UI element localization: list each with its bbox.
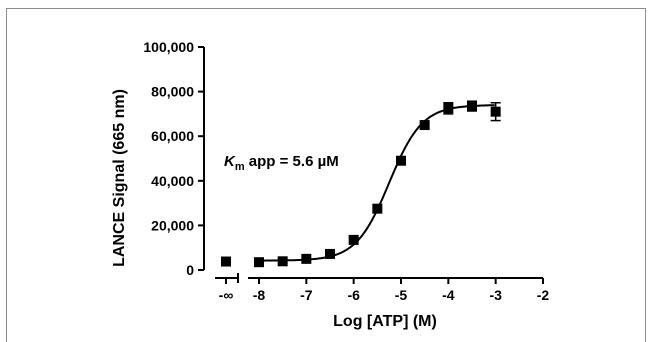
data-point [490,106,501,117]
data-point [467,101,477,112]
x-axis-title: Log [ATP] (M) [333,313,437,330]
data-point [419,120,430,131]
data-point [396,155,406,166]
y-axis: 0 20,000 40,000 60,000 80,000 100,000 [143,39,205,278]
data-point [372,203,383,214]
x-tick-label: -6 [347,287,360,303]
data-point [443,103,454,114]
y-axis-title: LANCE Signal (665 nm) [111,89,128,267]
chart-frame [6,8,646,342]
data-point [221,256,231,267]
x-axis: -∞ -8 -7 -6 -5 -4 -3 -2 [215,273,549,303]
x-tick-label: -8 [253,287,266,303]
fit-curve [259,104,495,262]
data-point [325,248,335,259]
km-symbol: K [224,153,236,170]
data-point [348,234,359,245]
data-point [277,256,288,267]
km-annotation: Km app = 5.6 µM [224,153,339,173]
plot-area [221,100,501,268]
x-tick-label: -∞ [219,287,234,303]
data-point [254,257,264,268]
x-tick-label: -4 [442,287,455,303]
x-tick-label: -5 [395,287,408,303]
x-tick-label: -3 [489,287,502,303]
x-tick-label: -7 [300,287,313,303]
x-tick-label: -2 [537,287,550,303]
y-tick-label: 0 [186,262,194,278]
km-value: app = 5.6 µM [245,153,339,170]
y-tick-label: 80,000 [151,84,194,100]
y-tick-label: 20,000 [151,217,194,233]
data-point [301,253,312,264]
y-tick-label: 40,000 [151,173,194,189]
y-tick-label: 100,000 [143,39,194,55]
y-tick-label: 60,000 [151,128,194,144]
km-subscript: m [235,161,245,173]
